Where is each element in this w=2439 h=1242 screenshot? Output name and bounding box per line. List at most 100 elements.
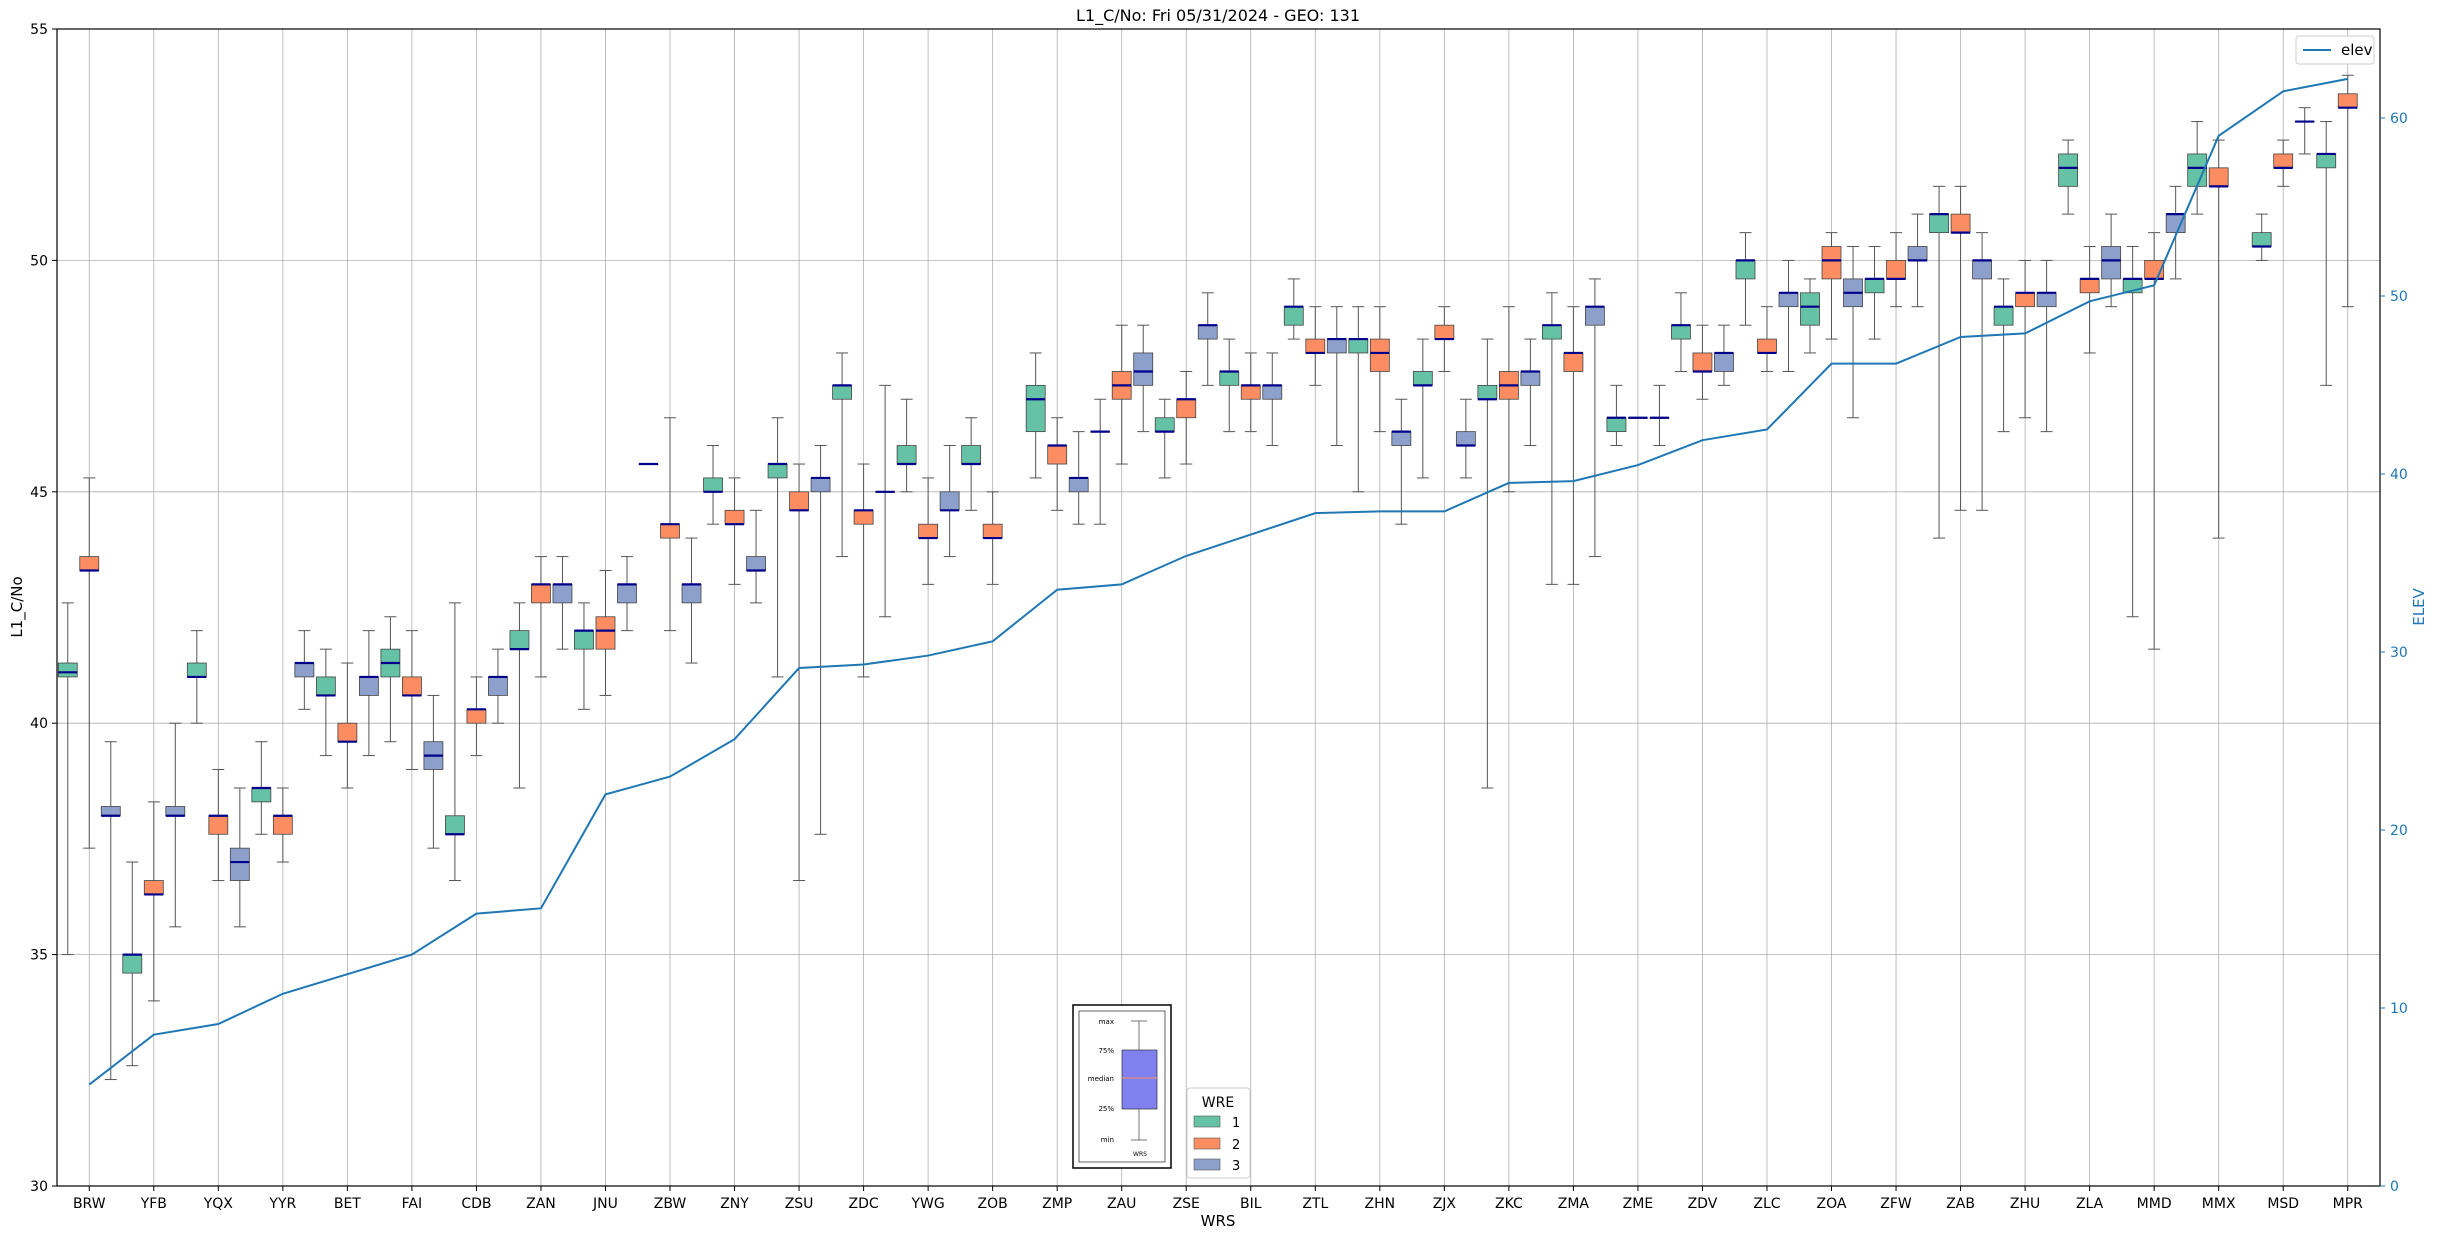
y2-tick-label: 0	[2390, 1179, 2399, 1195]
box-zdc-wre2	[853, 463, 874, 678]
box-yyr-wre1	[251, 741, 272, 835]
x-tick-label: ZBW	[654, 1196, 687, 1212]
box-iqr	[1714, 352, 1734, 372]
box-zmp-wre2	[1047, 417, 1068, 511]
plot-frame	[56, 28, 2381, 1187]
box-iqr	[488, 676, 508, 696]
box-iqr	[2208, 167, 2229, 187]
box-zkc-wre1	[1477, 338, 1498, 789]
box-yfb-wre2	[143, 801, 164, 1002]
box-iqr	[810, 477, 831, 493]
box-iqr	[1778, 292, 1799, 308]
box-zob-wre2	[982, 491, 1003, 585]
box-zma-wre2	[1563, 306, 1584, 585]
box-iqr	[1886, 259, 1906, 280]
box-brw-wre2	[79, 477, 100, 849]
box-iqr	[660, 523, 680, 539]
box-iqr	[1735, 259, 1756, 280]
box-iqr	[100, 806, 121, 817]
elev-layer	[88, 77, 2348, 1086]
x-tick-label: YWG	[911, 1196, 945, 1212]
box-zhu-wre2	[2015, 259, 2035, 419]
box-zau-wre3	[1133, 324, 1154, 433]
box-iqr	[1520, 371, 1541, 386]
box-ztl-wre3	[1326, 306, 1347, 447]
box-ztl-wre2	[1305, 306, 1326, 386]
box-iqr	[1993, 306, 2014, 326]
box-iqr	[1477, 384, 1498, 400]
box-zmp-wre1	[1025, 352, 1046, 479]
y2-axis-label: ELEV	[2410, 587, 2428, 625]
box-zny-wre3	[746, 509, 766, 604]
box-zny-wre1	[703, 445, 723, 525]
box-zkc-wre3	[1520, 338, 1541, 447]
elev-legend: elev	[2295, 35, 2375, 65]
box-zjx-wre1	[1412, 338, 1433, 479]
box-yqx-wre3	[229, 787, 250, 928]
x-tick-label: ZLA	[2076, 1196, 2104, 1212]
box-zjx-wre3	[1455, 398, 1476, 479]
box-jnu-wre1	[574, 602, 594, 710]
y-tick-label: 30	[30, 1179, 48, 1195]
box-ywg-wre2	[918, 477, 939, 585]
box-iqr	[918, 523, 939, 539]
box-iqr	[1262, 384, 1283, 400]
box-zfw-wre2	[1886, 232, 1906, 308]
box-iqr	[229, 847, 250, 881]
y-tick-label: 45	[30, 485, 48, 501]
box-iqr	[1047, 445, 1068, 465]
box-bet-wre1	[315, 648, 336, 757]
x-tick-label: ZDV	[1688, 1196, 1718, 1212]
box-iqr	[1197, 324, 1218, 340]
wre-legend: WRE 1 2 3	[1186, 1087, 1251, 1179]
x-tick-label: MPR	[2333, 1196, 2364, 1212]
box-zob-wre1	[961, 417, 982, 511]
box-iqr	[1455, 431, 1476, 446]
key-caption: WRS	[1133, 1151, 1147, 1158]
box-cdb-wre2	[466, 676, 487, 757]
box-zma-wre1	[1541, 292, 1562, 585]
box-zla-wre2	[2079, 246, 2100, 354]
y2-tick-label: 50	[2390, 289, 2408, 305]
box-zdv-wre3	[1714, 324, 1734, 386]
box-iqr	[294, 662, 315, 678]
y2-tick-label: 20	[2390, 823, 2408, 839]
y-tick-label: 40	[30, 716, 48, 732]
x-tick-label: ZFW	[1880, 1196, 1912, 1212]
box-msd-wre3	[2294, 107, 2315, 155]
box-bet-wre2	[337, 662, 358, 789]
x-tick-label: ZLC	[1753, 1196, 1780, 1212]
box-zab-wre2	[1950, 185, 1971, 511]
wre-legend-swatch-3	[1193, 1158, 1221, 1171]
elev-legend-label: elev	[2341, 41, 2373, 59]
x-tick-label: YQX	[203, 1196, 234, 1212]
box-iqr	[165, 806, 186, 817]
key-label-max: max	[1099, 1018, 1114, 1026]
box-iqr	[402, 676, 422, 696]
key-label-q1: 25%	[1098, 1105, 1114, 1113]
box-iqr	[552, 583, 573, 604]
box-zse-wre1	[1154, 398, 1175, 479]
box-iqr	[2015, 292, 2035, 308]
x-tick-label: ZHN	[1365, 1196, 1396, 1212]
x-tick-label: CDB	[461, 1196, 491, 1212]
box-yfb-wre3	[165, 722, 186, 928]
box-zme-wre3	[1649, 384, 1670, 447]
box-zma-wre3	[1585, 278, 1605, 558]
y-tick-label: 35	[30, 948, 48, 964]
box-iqr	[2101, 246, 2122, 280]
key-box	[1121, 1049, 1158, 1110]
key-label-q3: 75%	[1098, 1047, 1114, 1055]
box-iqr	[445, 815, 465, 835]
box-iqr	[2273, 153, 2294, 169]
box-iqr	[746, 556, 766, 571]
box-zla-wre3	[2101, 213, 2122, 308]
x-tick-label: ZMP	[1042, 1196, 1072, 1212]
box-iqr	[703, 477, 723, 493]
box-iqr	[1821, 246, 1842, 280]
box-iqr	[1326, 338, 1347, 354]
wre-legend-label-1: 1	[1232, 1116, 1240, 1131]
box-iqr	[982, 523, 1003, 539]
box-brw-wre1	[57, 602, 78, 956]
box-zhn-wre2	[1369, 306, 1390, 433]
